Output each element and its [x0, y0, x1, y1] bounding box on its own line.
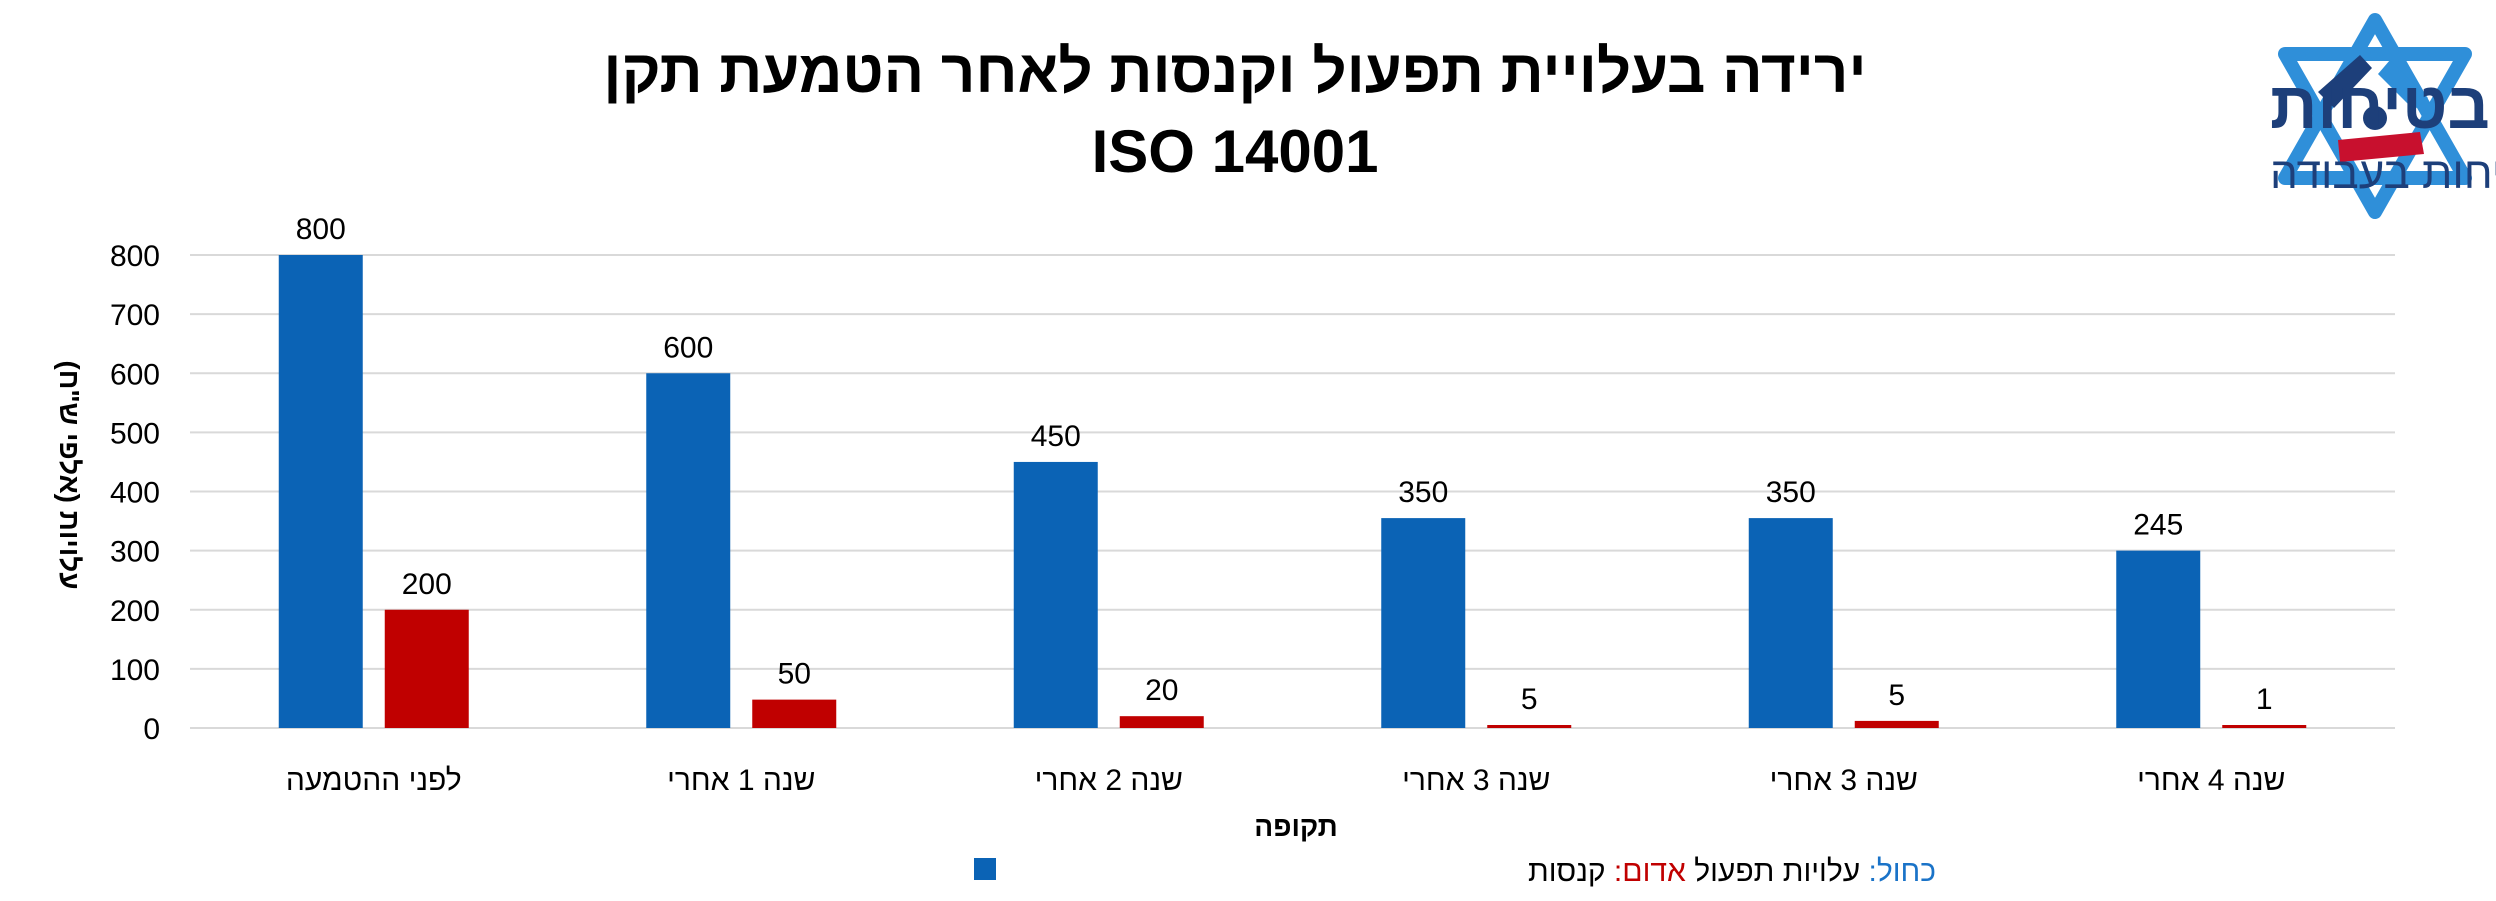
- y-tick-label: 300: [110, 536, 160, 569]
- y-axis-ticks: 0 100 200 300 400 500 600 700 800: [110, 240, 160, 746]
- category-labels: לפני ההטמעה שנה 1 אחרי שנה 2 אחרי שנה 3 אחר…: [286, 764, 2286, 797]
- data-label: 600: [663, 331, 713, 364]
- data-label: 350: [1766, 476, 1816, 509]
- legend-blue-label: עלויות תפעול: [1694, 855, 1860, 888]
- bar-series-1: [1013, 461, 1098, 728]
- data-labels: 800 200 600 50 450 20 350 5 350 5 245 1: [296, 213, 2273, 716]
- legend-blue-prefix: כחול:: [1869, 855, 1937, 888]
- y-tick-label: 0: [143, 713, 160, 746]
- data-label: 5: [1521, 683, 1538, 716]
- bar-series-1: [646, 373, 731, 728]
- y-tick-label: 400: [110, 477, 160, 510]
- legend-blue-swatch: [974, 858, 996, 880]
- y-axis-title: עלויות (אלפי ש"ח): [54, 360, 85, 589]
- y-tick-label: 700: [110, 299, 160, 332]
- bars: [278, 255, 2307, 728]
- bar-series-2: [1487, 725, 1572, 728]
- legend-red-label: קנסות: [1528, 855, 1606, 888]
- data-label: 800: [296, 213, 346, 246]
- gridlines: [190, 254, 2395, 729]
- legend: כחול: עלויות תפעול אדום: קנסות: [974, 855, 1936, 888]
- bar-series-2: [384, 609, 469, 728]
- y-tick-label: 100: [110, 654, 160, 687]
- legend-red-prefix: אדום:: [1614, 855, 1686, 888]
- data-label: 200: [402, 568, 452, 601]
- category-label: שנה 4 אחרי: [2137, 764, 2285, 797]
- category-label: שנה 2 אחרי: [1035, 764, 1183, 797]
- data-label: 1: [2256, 683, 2273, 716]
- y-tick-label: 600: [110, 358, 160, 391]
- bar-series-2: [752, 699, 837, 728]
- bar-series-2: [1119, 716, 1204, 728]
- data-label: 50: [778, 658, 811, 691]
- data-label: 5: [1888, 679, 1905, 712]
- category-label: שנה 3 אחרי: [1402, 764, 1550, 797]
- x-axis-title: תקופה: [1254, 811, 1337, 842]
- logo-name: מסד בטיחות: [2270, 68, 2496, 142]
- data-label: 450: [1031, 420, 1081, 453]
- category-label: שנה 3 אחרי: [1770, 764, 1918, 797]
- star-of-david-icon: [2278, 13, 2472, 219]
- bar-series-1: [278, 255, 363, 728]
- y-tick-label: 500: [110, 417, 160, 450]
- chart-title-line-2: ISO 14001: [1092, 118, 1379, 185]
- bar-series-2: [1854, 720, 1939, 728]
- category-label: שנה 1 אחרי: [667, 764, 815, 797]
- legend-text: כחול: עלויות תפעול אדום: קנסות: [1528, 855, 1936, 888]
- logo-tagline: יותר בטיחות בעבודה: [2270, 149, 2496, 198]
- category-label: לפני ההטמעה: [286, 764, 462, 797]
- data-label: 20: [1145, 674, 1178, 707]
- bar-series-2: [2222, 725, 2307, 728]
- y-tick-label: 200: [110, 595, 160, 628]
- logo: מסד בטיחות יותר בטיחות בעבודה: [2270, 13, 2496, 219]
- y-tick-label: 800: [110, 240, 160, 273]
- data-label: 350: [1398, 476, 1448, 509]
- bar-series-1: [1748, 518, 1833, 728]
- bar-series-1: [1381, 518, 1466, 728]
- bar-series-1: [2116, 550, 2201, 728]
- data-label: 245: [2133, 509, 2183, 542]
- chart-title-line-1: ירידה בעלויית תפעול וקנסות לאחר הטמעת תק…: [603, 38, 1866, 105]
